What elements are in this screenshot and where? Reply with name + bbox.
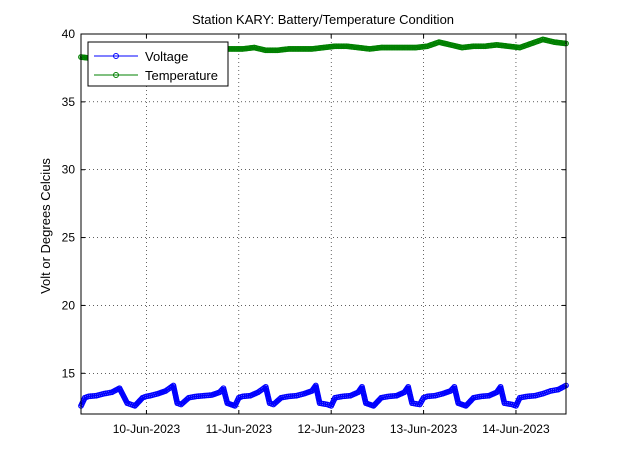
y-tick-label: 15 xyxy=(62,366,76,380)
chart-title: Station KARY: Battery/Temperature Condit… xyxy=(192,12,454,27)
data-series xyxy=(78,36,569,409)
x-tick-label: 14-Jun-2023 xyxy=(482,422,550,436)
marker-voltage xyxy=(184,395,191,402)
x-tick-label: 10-Jun-2023 xyxy=(113,422,181,436)
legend-marker-voltage xyxy=(113,53,119,59)
grid xyxy=(81,33,566,414)
y-tick-label: 30 xyxy=(62,163,76,177)
x-tick-label: 11-Jun-2023 xyxy=(206,422,273,436)
series-voltage xyxy=(78,382,569,409)
legend-marker-temperature xyxy=(113,72,119,78)
y-axis-label: Volt or Degrees Celcius xyxy=(38,158,53,294)
marker-voltage xyxy=(276,395,283,402)
marker-voltage xyxy=(377,395,384,402)
legend-label-temperature: Temperature xyxy=(145,68,218,83)
plot-area xyxy=(81,34,566,414)
x-tick-label: 12-Jun-2023 xyxy=(298,422,366,436)
x-tick-label: 13-Jun-2023 xyxy=(390,422,458,436)
marker-voltage xyxy=(469,395,476,402)
axis-ticks: 15 20 25 30 35 40 10-Jun-2023 11-Jun-2023 12-Jun… xyxy=(62,27,566,436)
y-tick-label: 35 xyxy=(62,95,76,109)
legend-label-voltage: Voltage xyxy=(145,49,188,64)
y-tick-label: 20 xyxy=(62,298,76,312)
legend: Voltage Temperature xyxy=(87,41,229,87)
plot-frame xyxy=(80,33,567,415)
y-tick-label: 40 xyxy=(62,27,76,41)
legend-box xyxy=(87,41,229,87)
y-tick-label: 25 xyxy=(62,231,76,245)
